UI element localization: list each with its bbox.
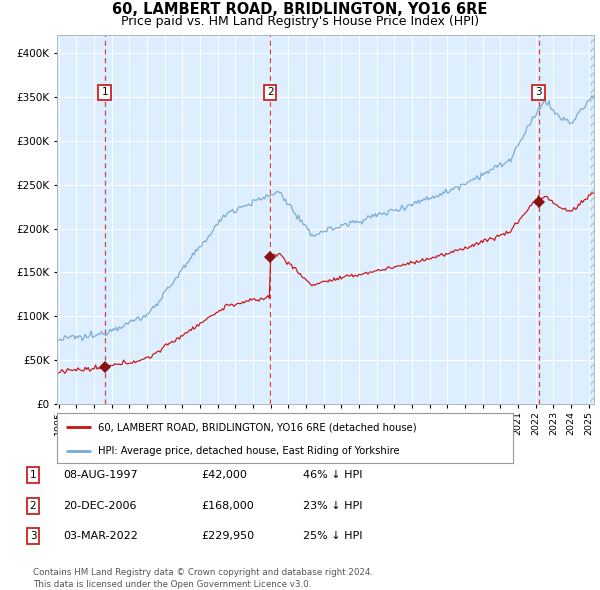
Text: 3: 3 xyxy=(535,87,542,97)
Text: 25% ↓ HPI: 25% ↓ HPI xyxy=(303,532,362,541)
Text: 60, LAMBERT ROAD, BRIDLINGTON, YO16 6RE: 60, LAMBERT ROAD, BRIDLINGTON, YO16 6RE xyxy=(112,2,488,17)
Text: HPI: Average price, detached house, East Riding of Yorkshire: HPI: Average price, detached house, East… xyxy=(98,445,400,455)
Text: 2: 2 xyxy=(267,87,274,97)
Text: 1: 1 xyxy=(29,470,37,480)
Text: Contains HM Land Registry data © Crown copyright and database right 2024.
This d: Contains HM Land Registry data © Crown c… xyxy=(33,568,373,589)
Text: 60, LAMBERT ROAD, BRIDLINGTON, YO16 6RE (detached house): 60, LAMBERT ROAD, BRIDLINGTON, YO16 6RE … xyxy=(98,422,416,432)
Text: £229,950: £229,950 xyxy=(201,532,254,541)
Text: £168,000: £168,000 xyxy=(201,501,254,510)
Text: 46% ↓ HPI: 46% ↓ HPI xyxy=(303,470,362,480)
Text: 1: 1 xyxy=(101,87,108,97)
Text: 08-AUG-1997: 08-AUG-1997 xyxy=(63,470,137,480)
Text: 03-MAR-2022: 03-MAR-2022 xyxy=(63,532,138,541)
Text: 23% ↓ HPI: 23% ↓ HPI xyxy=(303,501,362,510)
Text: 2: 2 xyxy=(29,501,37,510)
Text: 20-DEC-2006: 20-DEC-2006 xyxy=(63,501,137,510)
Text: Price paid vs. HM Land Registry's House Price Index (HPI): Price paid vs. HM Land Registry's House … xyxy=(121,15,479,28)
Text: 3: 3 xyxy=(29,532,37,541)
Text: £42,000: £42,000 xyxy=(201,470,247,480)
